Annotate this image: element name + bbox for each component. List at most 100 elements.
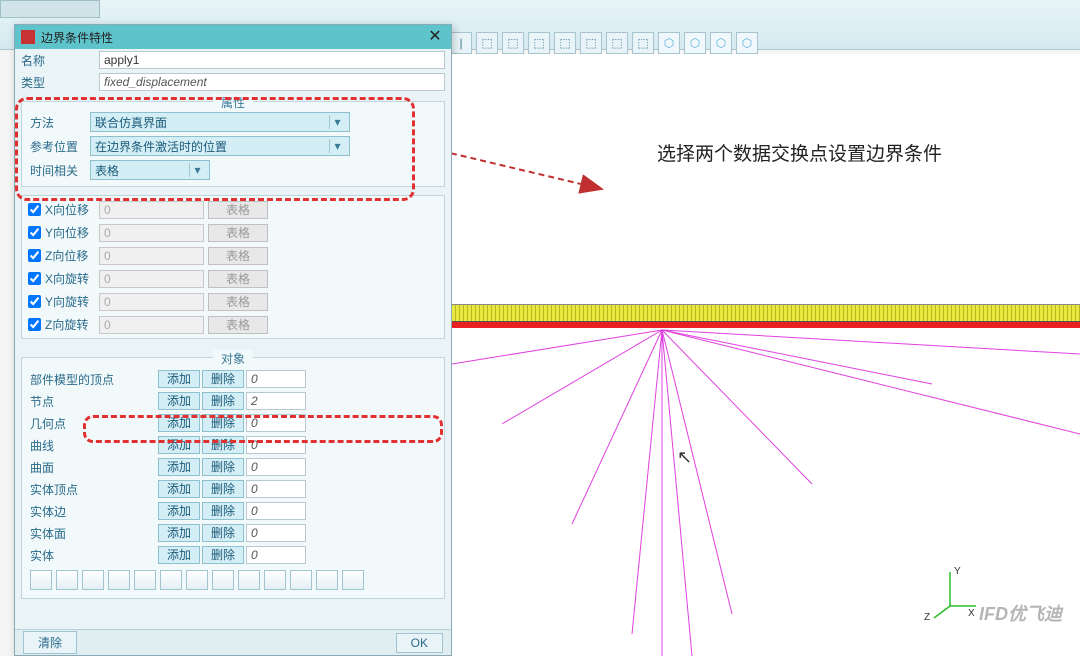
method-label: 方法 — [30, 114, 90, 131]
add-button[interactable]: 添加 — [158, 480, 200, 498]
ok-button[interactable]: OK — [396, 633, 443, 653]
object-label: 曲面 — [30, 459, 158, 476]
disp-checkbox[interactable] — [28, 226, 41, 239]
cube-icon[interactable]: ⬚ — [476, 32, 498, 54]
table-button[interactable]: 表格 — [208, 270, 268, 288]
disp-value[interactable]: 0 — [99, 270, 204, 288]
disp-value[interactable]: 0 — [99, 224, 204, 242]
filter-icon[interactable] — [134, 570, 156, 590]
watermark: IFD优飞迪 — [979, 600, 1062, 626]
table-button[interactable]: 表格 — [208, 201, 268, 219]
add-button[interactable]: 添加 — [158, 392, 200, 410]
cube3d-icon[interactable]: ⬡ — [710, 32, 732, 54]
filter-icon[interactable] — [238, 570, 260, 590]
disp-value[interactable]: 0 — [99, 201, 204, 219]
disp-label: Y向旋转 — [45, 293, 99, 310]
cube3d-icon[interactable]: ⬡ — [736, 32, 758, 54]
displacement-section: X向位移 0 表格 Y向位移 0 表格 Z向位移 0 表格 X向旋转 0 表格 … — [21, 195, 445, 339]
cube3d-icon[interactable]: ⬡ — [684, 32, 706, 54]
filter-icon[interactable] — [30, 570, 52, 590]
disp-value[interactable]: 0 — [99, 316, 204, 334]
table-button[interactable]: 表格 — [208, 224, 268, 242]
method-select[interactable]: 联合仿真界面 ▾ — [90, 112, 350, 132]
object-count[interactable]: 0 — [246, 546, 306, 564]
filter-icon[interactable] — [212, 570, 234, 590]
cube-icon[interactable]: ⬚ — [528, 32, 550, 54]
disp-label: X向旋转 — [45, 270, 99, 287]
filter-icon[interactable] — [56, 570, 78, 590]
object-count[interactable]: 0 — [246, 414, 306, 432]
cube-icon[interactable]: ⬚ — [554, 32, 576, 54]
add-button[interactable]: 添加 — [158, 414, 200, 432]
table-button[interactable]: 表格 — [208, 316, 268, 334]
add-button[interactable]: 添加 — [158, 502, 200, 520]
filter-icon[interactable] — [186, 570, 208, 590]
add-button[interactable]: 添加 — [158, 546, 200, 564]
add-button[interactable]: 添加 — [158, 524, 200, 542]
delete-button[interactable]: 删除 — [202, 436, 244, 454]
cube-icon[interactable]: ⬚ — [606, 32, 628, 54]
time-label: 时间相关 — [30, 162, 90, 179]
refpos-select[interactable]: 在边界条件激活时的位置 ▾ — [90, 136, 350, 156]
properties-section: 属性 方法 联合仿真界面 ▾ 参考位置 在边界条件激活时的位置 ▾ 时间相关 表… — [21, 101, 445, 187]
delete-button[interactable]: 删除 — [202, 392, 244, 410]
type-input[interactable]: fixed_displacement — [99, 73, 445, 91]
disp-label: Z向旋转 — [45, 316, 99, 333]
disp-checkbox[interactable] — [28, 318, 41, 331]
object-count[interactable]: 0 — [246, 458, 306, 476]
object-row: 曲面 添加 删除 0 — [26, 456, 440, 478]
delete-button[interactable]: 删除 — [202, 414, 244, 432]
filter-icon[interactable] — [316, 570, 338, 590]
cube-icon[interactable]: ⬚ — [580, 32, 602, 54]
filter-icon[interactable] — [108, 570, 130, 590]
table-button[interactable]: 表格 — [208, 293, 268, 311]
object-count[interactable]: 0 — [246, 480, 306, 498]
filter-icon[interactable] — [82, 570, 104, 590]
delete-button[interactable]: 删除 — [202, 524, 244, 542]
chevron-down-icon: ▾ — [329, 139, 345, 153]
disp-value[interactable]: 0 — [99, 293, 204, 311]
dialog-titlebar[interactable]: 边界条件特性 ✕ — [15, 25, 451, 49]
svg-text:Z: Z — [924, 612, 930, 623]
object-count[interactable]: 0 — [246, 502, 306, 520]
filter-icon[interactable] — [290, 570, 312, 590]
cube-icon[interactable]: ⬚ — [502, 32, 524, 54]
annotation-text: 选择两个数据交换点设置边界条件 — [657, 139, 942, 166]
add-button[interactable]: 添加 — [158, 458, 200, 476]
delete-button[interactable]: 删除 — [202, 502, 244, 520]
model-canvas[interactable]: 选择两个数据交换点设置边界条件 ↖ — [452, 54, 1080, 656]
table-button[interactable]: 表格 — [208, 247, 268, 265]
add-button[interactable]: 添加 — [158, 370, 200, 388]
object-label: 实体顶点 — [30, 481, 158, 498]
filter-icon[interactable] — [264, 570, 286, 590]
disp-checkbox[interactable] — [28, 272, 41, 285]
cube-icon[interactable]: ⬚ — [632, 32, 654, 54]
app-icon — [21, 30, 35, 44]
disp-checkbox[interactable] — [28, 203, 41, 216]
clear-button[interactable]: 清除 — [23, 631, 77, 654]
object-count[interactable]: 0 — [246, 524, 306, 542]
name-input[interactable]: apply1 — [99, 51, 445, 69]
delete-button[interactable]: 删除 — [202, 370, 244, 388]
add-button[interactable]: 添加 — [158, 436, 200, 454]
object-count[interactable]: 0 — [246, 370, 306, 388]
object-count[interactable]: 2 — [246, 392, 306, 410]
ribbon-tab[interactable] — [0, 0, 100, 18]
delete-button[interactable]: 删除 — [202, 458, 244, 476]
object-label: 几何点 — [30, 415, 158, 432]
filter-icon[interactable] — [342, 570, 364, 590]
delete-button[interactable]: 删除 — [202, 480, 244, 498]
svg-text:Y: Y — [954, 566, 961, 577]
object-label: 实体面 — [30, 525, 158, 542]
disp-checkbox[interactable] — [28, 295, 41, 308]
disp-row: X向位移 0 表格 — [24, 198, 442, 221]
close-icon[interactable]: ✕ — [425, 27, 445, 47]
object-count[interactable]: 0 — [246, 436, 306, 454]
disp-value[interactable]: 0 — [99, 247, 204, 265]
time-select[interactable]: 表格 ▾ — [90, 160, 210, 180]
disp-checkbox[interactable] — [28, 249, 41, 262]
cube3d-icon[interactable]: ⬡ — [658, 32, 680, 54]
filter-icon[interactable] — [160, 570, 182, 590]
disp-row: Y向位移 0 表格 — [24, 221, 442, 244]
delete-button[interactable]: 删除 — [202, 546, 244, 564]
